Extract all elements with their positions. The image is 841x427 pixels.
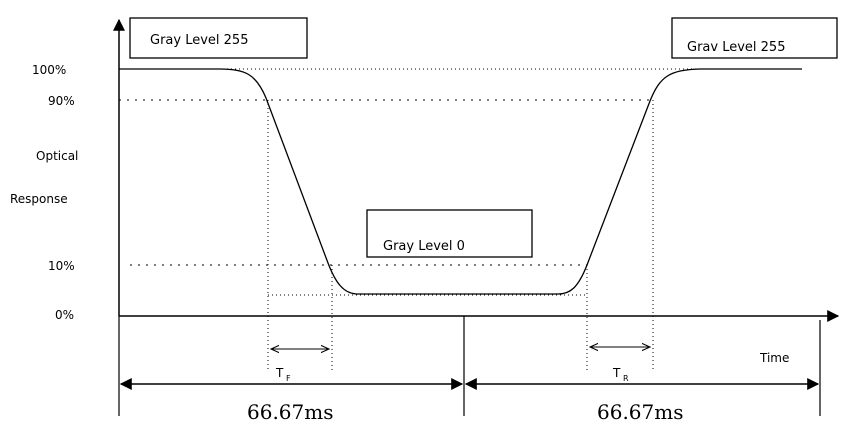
- gray-level-255-right-label: Grav Level 255: [687, 40, 785, 55]
- tf-label: T: [275, 366, 284, 380]
- response-curve: [119, 68, 802, 295]
- y-axis-label-line1: Optical: [36, 149, 78, 163]
- tf-subscript: F: [286, 374, 291, 383]
- tick-label-10: 10%: [48, 259, 75, 273]
- y-axis-label-line2: Response: [10, 192, 68, 206]
- period-left-label: 66.67ms: [247, 400, 333, 424]
- gray-level-255-left-box: [129, 17, 308, 59]
- tick-label-0: 0%: [55, 308, 74, 322]
- gray-level-0-label: Gray Level 0: [383, 239, 465, 254]
- reference-lines: [119, 68, 802, 372]
- gray-level-255-left-label: Gray Level 255: [150, 33, 248, 48]
- gray-level-0-box: [366, 209, 533, 258]
- period-right-label: 66.67ms: [597, 400, 683, 424]
- tick-label-90: 90%: [48, 94, 75, 108]
- x-axis-label: Time: [759, 351, 789, 365]
- tr-label: T: [612, 366, 621, 380]
- tr-subscript: R: [623, 374, 629, 383]
- gray-level-255-right-box: [671, 17, 838, 59]
- tick-label-100: 100%: [32, 63, 66, 77]
